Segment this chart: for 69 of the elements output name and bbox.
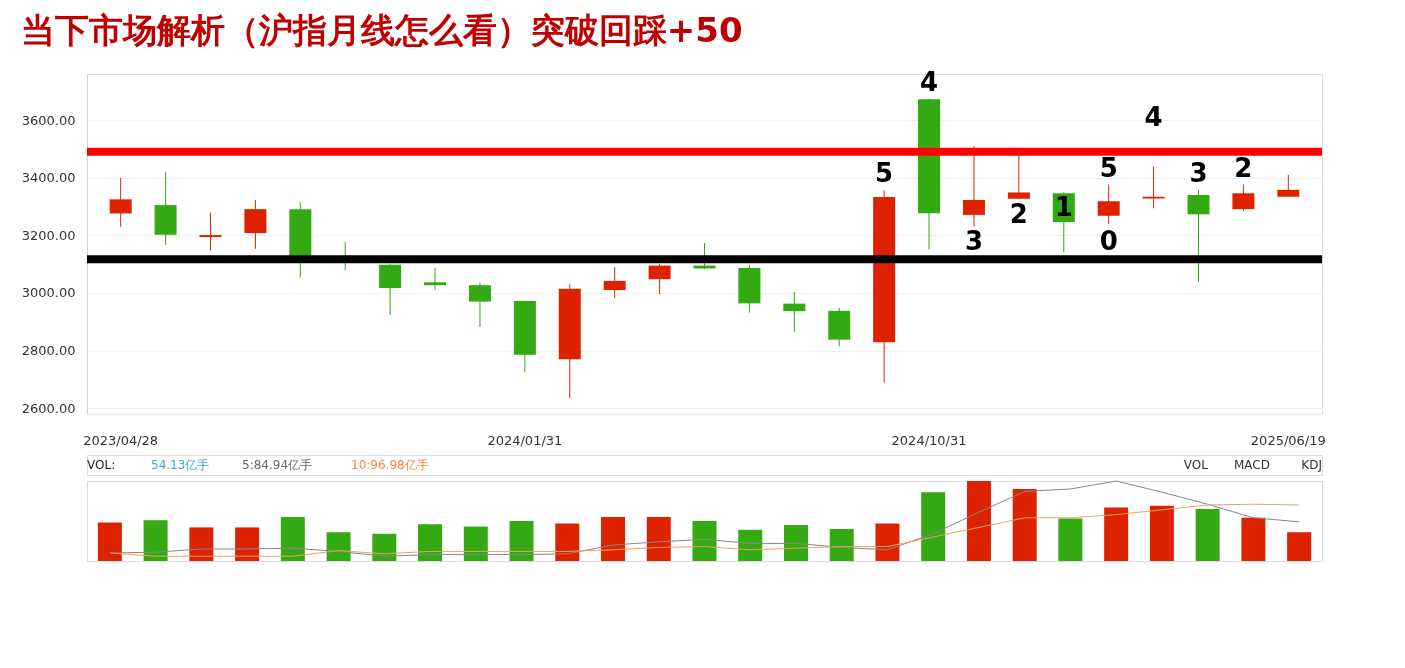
y-tick-label: 2600.00 (21, 400, 76, 416)
x-tick-label: 2024/10/31 (891, 432, 967, 448)
annotation: 2 (1009, 198, 1028, 229)
text: VOL (1183, 458, 1209, 472)
bar (418, 524, 443, 561)
annotation: 4 (920, 66, 939, 97)
bar (326, 532, 351, 561)
x-tick-label: 2023/04/28 (83, 432, 159, 448)
text: KDJ (1301, 458, 1322, 472)
bar (738, 529, 763, 561)
annotation: 3 (964, 226, 983, 257)
bar (463, 526, 488, 561)
bar (1195, 509, 1220, 561)
candlestick (1232, 184, 1255, 212)
text: MACD (1234, 458, 1270, 472)
candlestick (648, 263, 671, 295)
annotation: 5 (1099, 152, 1118, 183)
candlestick (603, 266, 626, 299)
candlestick (199, 212, 222, 252)
annotation: 2 (1234, 152, 1253, 183)
bar (1287, 532, 1312, 561)
bar (555, 523, 580, 561)
candlestick (1007, 154, 1030, 200)
candlestick (468, 281, 491, 328)
bar (1012, 489, 1037, 561)
text: 54.13亿手 (151, 458, 210, 472)
bar (783, 525, 808, 561)
bar (1058, 518, 1083, 561)
bar (143, 520, 168, 561)
y-tick-label: 2800.00 (21, 343, 76, 359)
bar (509, 521, 534, 561)
y-tick-label: 3600.00 (21, 112, 76, 128)
y-tick-label: 3400.00 (21, 170, 76, 186)
candlestick (379, 263, 402, 316)
bar (280, 517, 305, 561)
y-tick-label: 3000.00 (21, 285, 76, 301)
bar (97, 522, 122, 561)
bar (921, 492, 946, 561)
candlestick (1187, 189, 1210, 283)
text: 5:84.94亿手 (242, 458, 313, 472)
bar (189, 527, 214, 561)
x-tick-label: 2025/06/19 (1250, 432, 1326, 448)
bar (875, 523, 900, 561)
candlestick (1097, 184, 1120, 225)
chart-title: 当下市场解析（沪指月线怎么看）突破回踩+50 (20, 10, 743, 51)
annotation: 5 (875, 158, 894, 189)
candlestick (244, 199, 267, 250)
text: VOL: (87, 458, 116, 472)
annotation: 0 (1099, 225, 1118, 256)
annotation: 1 (1054, 191, 1073, 222)
candlestick (1277, 174, 1300, 198)
text: 10:96.98亿手 (351, 458, 429, 472)
candlestick (783, 291, 806, 333)
candlestick (109, 177, 132, 228)
candlestick (962, 145, 985, 227)
x-tick-label: 2024/01/31 (487, 432, 563, 448)
annotation: 4 (1144, 102, 1163, 133)
bar (601, 517, 626, 561)
bar (1241, 517, 1266, 561)
y-tick-label: 3200.00 (21, 227, 76, 243)
candlestick (424, 267, 447, 291)
annotation: 3 (1189, 157, 1208, 188)
bar (966, 481, 991, 561)
bar (235, 527, 260, 561)
bar (646, 517, 671, 561)
bar (829, 529, 854, 561)
bar (1149, 505, 1174, 561)
bar (1104, 507, 1129, 561)
bar (692, 521, 717, 561)
